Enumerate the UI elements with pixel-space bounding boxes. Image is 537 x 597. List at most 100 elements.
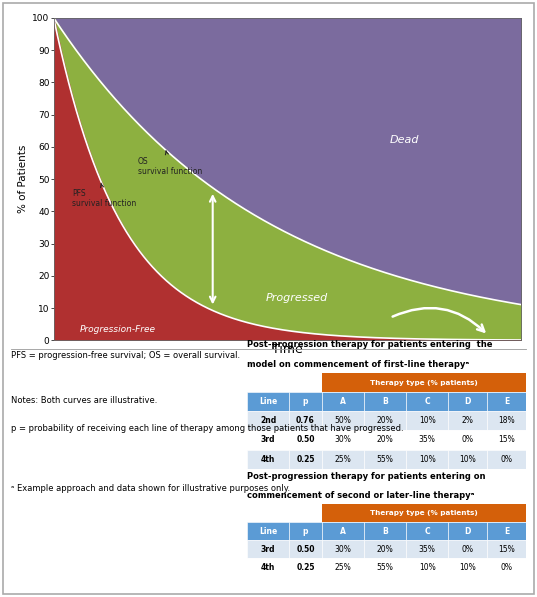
Bar — [322, 540, 364, 558]
Text: p: p — [303, 527, 308, 536]
Text: 0.25: 0.25 — [296, 562, 315, 572]
Text: 0.50: 0.50 — [296, 544, 315, 554]
Bar — [289, 558, 322, 576]
Bar — [364, 540, 406, 558]
Bar — [364, 430, 406, 450]
Bar — [247, 522, 289, 540]
Bar — [406, 522, 448, 540]
Text: 0%: 0% — [462, 435, 474, 445]
Text: 10%: 10% — [460, 562, 476, 572]
Text: E: E — [504, 527, 510, 536]
Bar — [289, 411, 322, 430]
Bar — [322, 392, 364, 411]
Bar — [364, 392, 406, 411]
Text: 2nd: 2nd — [260, 416, 276, 426]
Text: PFS = progression-free survival; OS = overall survival.: PFS = progression-free survival; OS = ov… — [11, 351, 240, 360]
Text: 30%: 30% — [335, 435, 351, 445]
Bar — [406, 540, 448, 558]
Text: Progressed: Progressed — [265, 293, 328, 303]
Text: 30%: 30% — [335, 544, 351, 554]
Bar — [406, 392, 448, 411]
Bar — [289, 392, 322, 411]
Text: 10%: 10% — [419, 562, 436, 572]
Text: 20%: 20% — [376, 544, 394, 554]
Text: 55%: 55% — [376, 562, 394, 572]
Text: p = probability of receiving each line of therapy among those patients that have: p = probability of receiving each line o… — [11, 424, 403, 433]
Text: commencement of second or later-line therapyᵃ: commencement of second or later-line the… — [247, 491, 475, 500]
Bar — [322, 430, 364, 450]
Text: 20%: 20% — [376, 416, 394, 426]
Text: 35%: 35% — [419, 435, 436, 445]
Bar — [406, 450, 448, 469]
Bar — [448, 392, 487, 411]
Text: A: A — [340, 527, 346, 536]
Text: 0.25: 0.25 — [296, 454, 315, 464]
Text: C: C — [424, 527, 430, 536]
Bar — [448, 450, 487, 469]
Text: E: E — [504, 397, 510, 407]
Bar — [487, 450, 526, 469]
Bar — [487, 540, 526, 558]
Bar — [487, 411, 526, 430]
Bar — [322, 450, 364, 469]
Bar — [448, 558, 487, 576]
Bar — [487, 558, 526, 576]
Text: 3rd: 3rd — [261, 435, 275, 445]
Text: 35%: 35% — [419, 544, 436, 554]
Text: Notes: Both curves are illustrative.: Notes: Both curves are illustrative. — [11, 396, 157, 405]
Text: 2%: 2% — [462, 416, 474, 426]
Bar — [322, 411, 364, 430]
Text: 0%: 0% — [501, 562, 513, 572]
Text: model on commencement of first-line therapyᵃ: model on commencement of first-line ther… — [247, 360, 469, 369]
Text: 3rd: 3rd — [261, 544, 275, 554]
Text: p: p — [303, 397, 308, 407]
Bar — [322, 522, 364, 540]
Text: D: D — [465, 397, 471, 407]
Text: 18%: 18% — [498, 416, 515, 426]
Text: 0%: 0% — [501, 454, 513, 464]
Text: Line: Line — [259, 397, 277, 407]
X-axis label: Time: Time — [272, 343, 303, 356]
Bar — [364, 558, 406, 576]
Bar — [247, 450, 289, 469]
Text: 10%: 10% — [419, 454, 436, 464]
Bar — [448, 430, 487, 450]
Text: 15%: 15% — [498, 435, 515, 445]
Text: Therapy type (% patients): Therapy type (% patients) — [370, 380, 478, 386]
Text: PFS
survival function: PFS survival function — [72, 183, 136, 208]
Bar — [406, 411, 448, 430]
Text: D: D — [465, 527, 471, 536]
Bar — [322, 373, 526, 392]
Text: Line: Line — [259, 527, 277, 536]
Text: 50%: 50% — [335, 416, 351, 426]
Text: Post-progression therapy for patients entering  the: Post-progression therapy for patients en… — [247, 340, 492, 349]
Text: ᵃ Example approach and data shown for illustrative purposes only.: ᵃ Example approach and data shown for il… — [11, 484, 290, 493]
Text: 0.50: 0.50 — [296, 435, 315, 445]
Text: 25%: 25% — [335, 562, 351, 572]
Bar — [448, 411, 487, 430]
Text: B: B — [382, 397, 388, 407]
Bar — [406, 430, 448, 450]
Text: 25%: 25% — [335, 454, 351, 464]
Bar — [322, 558, 364, 576]
Bar — [448, 522, 487, 540]
Bar — [289, 450, 322, 469]
Bar — [289, 540, 322, 558]
Text: A: A — [340, 397, 346, 407]
Text: 20%: 20% — [376, 435, 394, 445]
Bar — [247, 540, 289, 558]
Text: 55%: 55% — [376, 454, 394, 464]
Bar — [406, 558, 448, 576]
Bar — [364, 450, 406, 469]
Bar — [487, 522, 526, 540]
Text: 4th: 4th — [261, 562, 275, 572]
Bar — [247, 392, 289, 411]
Text: 10%: 10% — [419, 416, 436, 426]
Bar — [247, 430, 289, 450]
Bar — [364, 411, 406, 430]
Text: 4th: 4th — [261, 454, 275, 464]
Bar — [487, 392, 526, 411]
Text: 15%: 15% — [498, 544, 515, 554]
Bar — [364, 522, 406, 540]
Text: 10%: 10% — [460, 454, 476, 464]
